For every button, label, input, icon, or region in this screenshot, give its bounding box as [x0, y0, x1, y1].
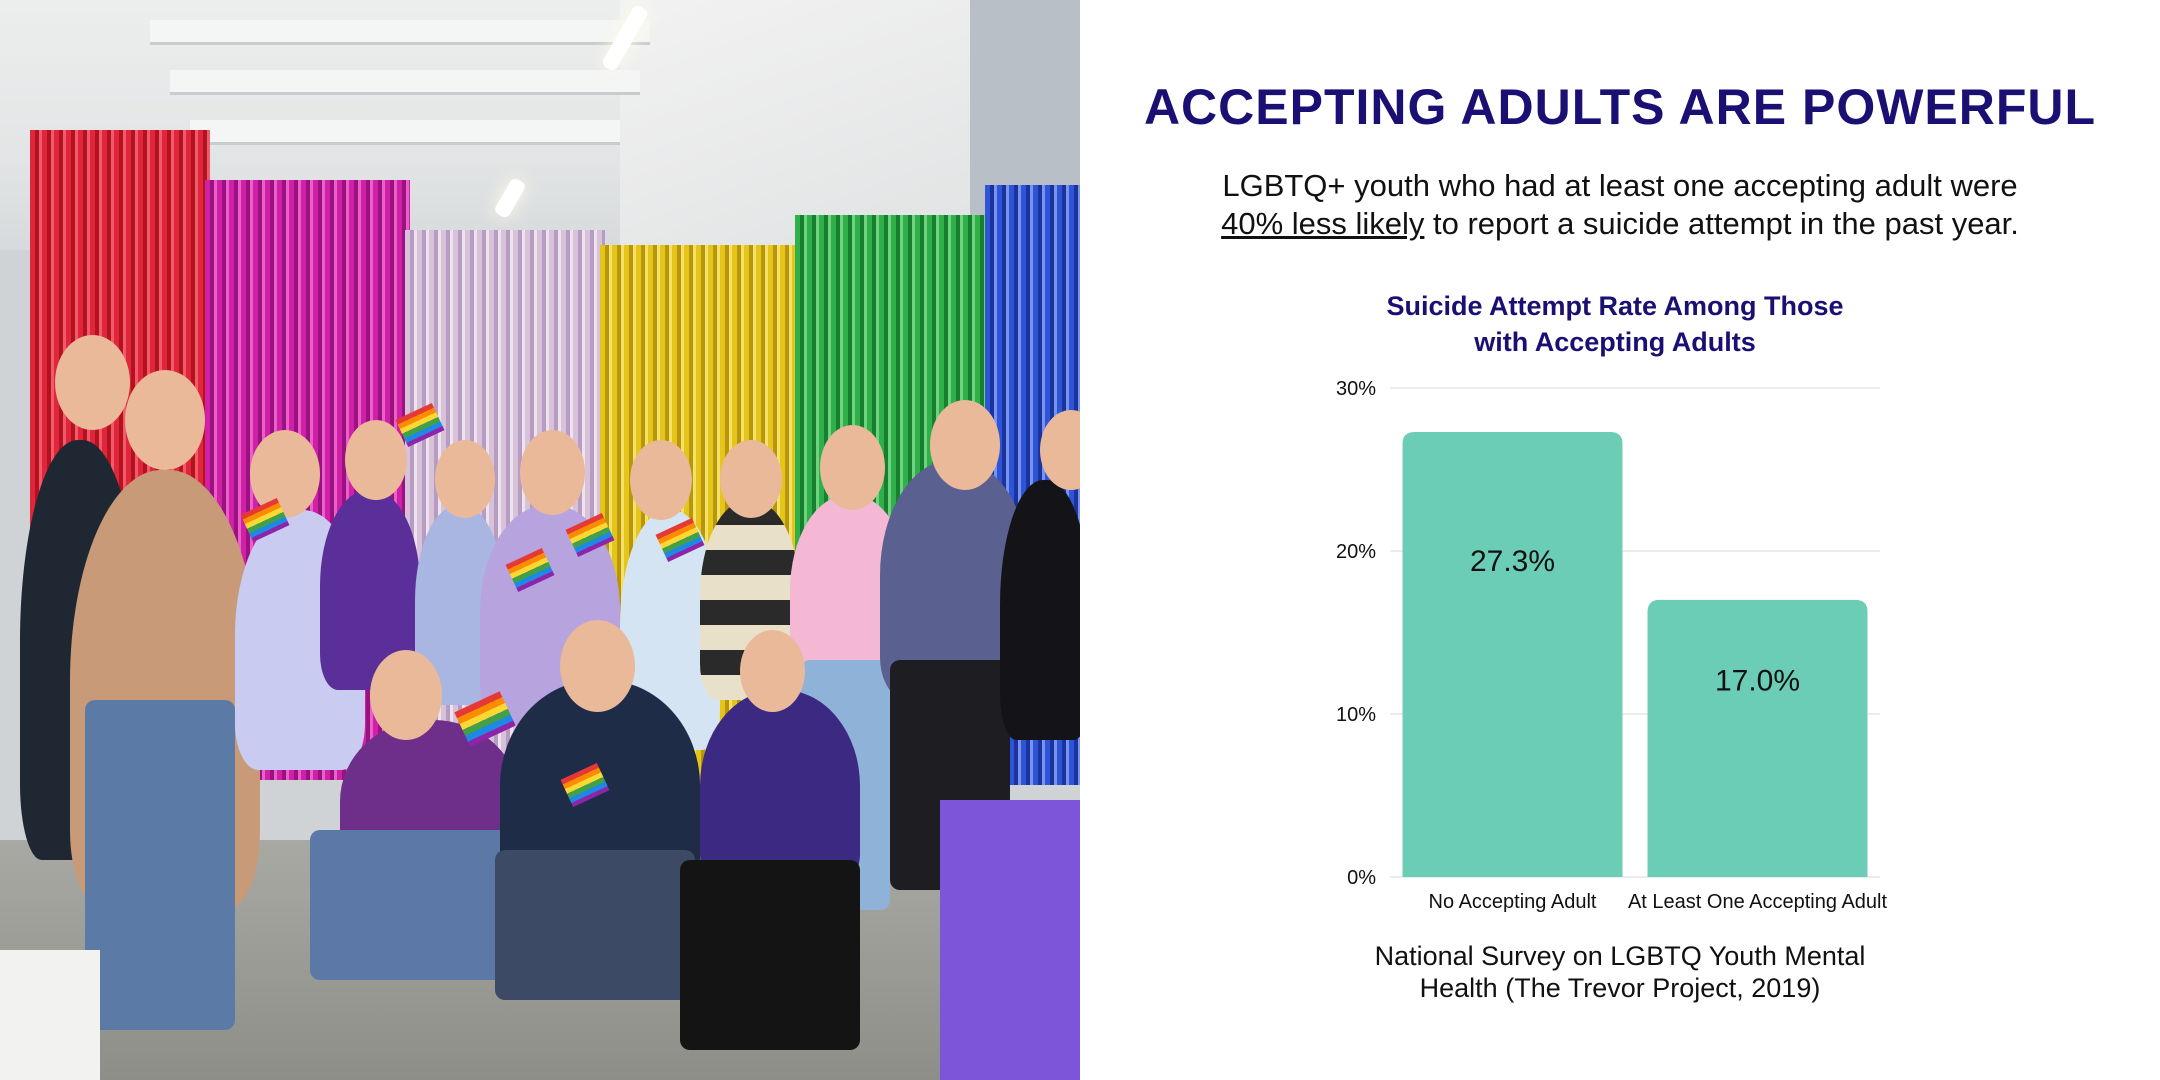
chart-title-line-1: Suicide Attempt Rate Among Those [1386, 291, 1844, 321]
subtitle: LGBTQ+ youth who had at least one accept… [1120, 167, 2120, 243]
jeans [310, 830, 510, 980]
subtitle-rest: to report a suicide attempt in the past … [1424, 206, 2019, 241]
y-tick-label: 10% [1336, 704, 1376, 726]
pillar [970, 0, 1080, 220]
y-tick-label: 0% [1347, 867, 1376, 889]
bar-data-label: 17.0% [1715, 664, 1800, 697]
person [700, 690, 860, 890]
group-photo [0, 0, 1080, 1080]
trousers [680, 860, 860, 1050]
bar-data-label: 27.3% [1470, 545, 1555, 578]
ceiling-beam [170, 70, 640, 95]
white-table [0, 950, 100, 1080]
person-head [520, 430, 585, 515]
bar [1402, 432, 1623, 877]
jeans [495, 850, 695, 1000]
y-tick-label: 30% [1336, 378, 1376, 400]
person-head [370, 650, 442, 740]
x-tick-label: No Accepting Adult [1429, 891, 1597, 913]
person-head [820, 425, 885, 510]
source-citation: National Survey on LGBTQ Youth Mental He… [1374, 941, 1866, 1003]
ceiling-beam [190, 120, 620, 145]
person-head [250, 430, 320, 518]
person-head [435, 440, 495, 518]
person-head [55, 335, 130, 430]
person-head [125, 370, 205, 470]
subtitle-line-1: LGBTQ+ youth who had at least one accept… [1222, 168, 2018, 203]
x-tick-label: At Least One Accepting Adult [1628, 891, 1888, 913]
person-head [720, 440, 782, 518]
person-head [740, 630, 805, 712]
chart-title: Suicide Attempt Rate Among Those with Ac… [1330, 288, 1900, 360]
y-tick-label: 20% [1336, 541, 1376, 563]
jeans [85, 700, 235, 1030]
page-title: ACCEPTING ADULTS ARE POWERFUL [1143, 79, 2097, 135]
person-head [630, 440, 692, 520]
ceiling-beam [150, 20, 650, 45]
chart-title-line-2: with Accepting Adults [1474, 327, 1756, 357]
purple-table [940, 800, 1080, 1080]
bar [1647, 599, 1868, 877]
person-head [560, 620, 635, 712]
person-head [345, 420, 407, 500]
subtitle-underlined-phrase: 40% less likely [1221, 206, 1425, 241]
person [1000, 480, 1080, 740]
bar-chart: 0% 10% 20% 30% 27.3% No Accepting Adult 17.0% A… [1336, 378, 1888, 913]
person-head [930, 400, 1000, 490]
